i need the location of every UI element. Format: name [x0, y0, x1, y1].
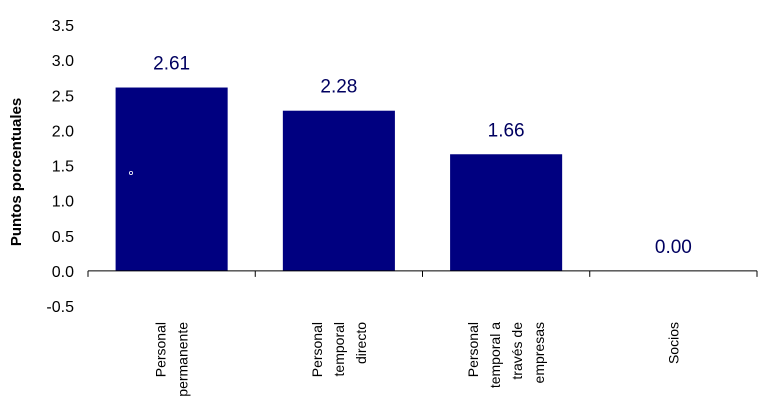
y-tick-label: 0.5 — [52, 229, 74, 246]
category-label: empresas — [531, 322, 547, 383]
y-tick-label: 2.0 — [52, 123, 74, 140]
y-tick-label: -0.5 — [46, 299, 74, 316]
marker-dot — [128, 170, 133, 175]
category-label: través de — [509, 322, 525, 380]
y-tick-label: 1.5 — [52, 159, 74, 176]
bar — [450, 154, 563, 271]
bar — [115, 87, 228, 271]
category-label: Personal — [465, 322, 481, 377]
data-label: 2.28 — [320, 77, 357, 98]
category-label: Socios — [665, 322, 681, 364]
y-tick-label: 2.5 — [52, 88, 74, 105]
data-label: 0.00 — [655, 237, 692, 258]
y-tick-label: 3.5 — [52, 18, 74, 35]
category-label: temporal — [331, 322, 347, 376]
y-axis-label: Puntos porcentuales — [8, 98, 25, 246]
data-label: 2.61 — [153, 54, 190, 75]
category-label: temporal a — [487, 322, 503, 388]
category-label: Personal — [153, 322, 169, 377]
data-label: 1.66 — [488, 120, 525, 141]
category-label: permanente — [175, 322, 191, 397]
category-label: directo — [353, 322, 369, 364]
y-tick-label: 1.0 — [52, 194, 74, 211]
bar — [282, 110, 395, 271]
y-tick-label: 3.0 — [52, 53, 74, 70]
category-label: Personal — [309, 322, 325, 377]
y-tick-label: 0.0 — [52, 264, 74, 281]
